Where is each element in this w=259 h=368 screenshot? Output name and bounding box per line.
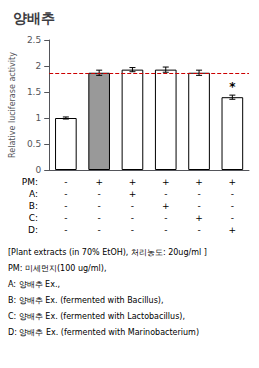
svg-text:+: + [195, 213, 203, 223]
svg-text:Relative luciferase activity: Relative luciferase activity [8, 52, 17, 158]
svg-text:A: 양배추 Ex.,: A: 양배추 Ex., [8, 280, 60, 289]
svg-text:+: + [229, 225, 237, 235]
svg-text:2: 2 [35, 61, 41, 71]
svg-text:-: - [64, 201, 67, 211]
svg-text:0: 0 [35, 165, 41, 175]
svg-text:-: - [64, 213, 67, 223]
svg-text:B:: B: [29, 201, 38, 211]
svg-text:양배추: 양배추 [13, 10, 55, 26]
svg-text:+: + [95, 177, 103, 187]
svg-text:2.5: 2.5 [27, 35, 41, 45]
svg-text:D: 양배추 Ex. (fermented with Mar: D: 양배추 Ex. (fermented with Marinobacteri… [8, 328, 199, 337]
svg-text:-: - [64, 225, 67, 235]
svg-text:1: 1 [35, 113, 41, 123]
svg-text:0.5: 0.5 [27, 139, 41, 149]
svg-text:B: 양배추 Ex. (fermented with Bac: B: 양배추 Ex. (fermented with Bacillus), [8, 296, 164, 305]
svg-text:-: - [231, 213, 234, 223]
svg-text:-: - [64, 189, 67, 199]
svg-text:PM:: PM: [22, 177, 38, 187]
svg-text:-: - [98, 213, 101, 223]
svg-text:-: - [164, 189, 167, 199]
svg-text:A:: A: [29, 189, 38, 199]
svg-text:1.5: 1.5 [27, 87, 41, 97]
svg-text:+: + [129, 189, 137, 199]
svg-text:-: - [131, 225, 134, 235]
svg-text:C: 양배추 Ex. (fermented with Lac: C: 양배추 Ex. (fermented with Lactobacillus… [8, 312, 185, 321]
svg-text:-: - [197, 225, 200, 235]
svg-text:*: * [229, 80, 236, 94]
svg-text:-: - [231, 201, 234, 211]
svg-text:+: + [195, 177, 203, 187]
svg-text:D:: D: [28, 225, 38, 235]
svg-text:-: - [131, 201, 134, 211]
svg-text:[Plant extracts (in 70% EtOH),: [Plant extracts (in 70% EtOH), 처리농도: 20u… [8, 248, 207, 257]
svg-text:+: + [229, 177, 237, 187]
svg-text:-: - [164, 213, 167, 223]
svg-text:-: - [98, 201, 101, 211]
svg-text:+: + [129, 177, 137, 187]
svg-text:-: - [64, 177, 67, 187]
svg-text:-: - [98, 189, 101, 199]
svg-text:-: - [197, 201, 200, 211]
svg-text:-: - [98, 225, 101, 235]
svg-text:PM: 미세먼지(100 ug/ml),: PM: 미세먼지(100 ug/ml), [8, 264, 106, 273]
svg-text:-: - [197, 189, 200, 199]
svg-text:+: + [162, 201, 170, 211]
svg-text:-: - [164, 225, 167, 235]
svg-text:+: + [162, 177, 170, 187]
svg-text:-: - [131, 213, 134, 223]
svg-text:-: - [231, 189, 234, 199]
svg-text:C:: C: [29, 213, 38, 223]
